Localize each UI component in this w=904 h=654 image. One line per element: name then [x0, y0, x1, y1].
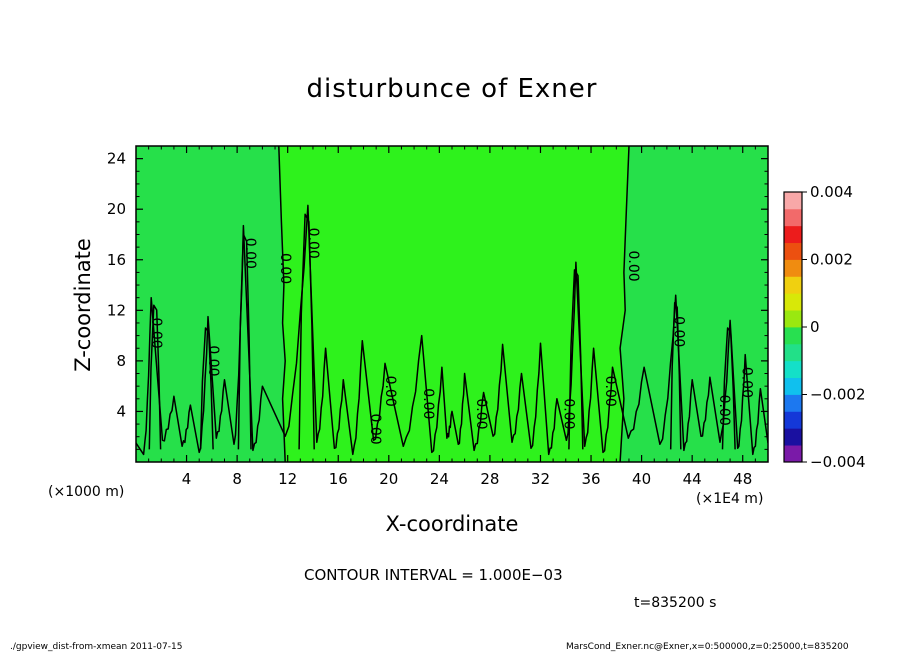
- x-tick-label: 12: [278, 470, 297, 488]
- colorbar-segment: [784, 242, 802, 260]
- x-tick-label: 36: [581, 470, 600, 488]
- x-tick-label: 40: [632, 470, 651, 488]
- contour-label: 0.00: [205, 345, 221, 376]
- chart-title: disturbunce of Exner: [306, 74, 598, 104]
- colorbar-tick-label: −0.002: [810, 386, 866, 404]
- contour-line-ridge-0: [148, 304, 162, 450]
- x-axis-unit: (×1000 m): [48, 484, 125, 500]
- x-tick-label: 24: [430, 470, 449, 488]
- colorbar-tick-label: 0.002: [810, 251, 853, 269]
- footer-script-info: ./gpview_dist-from-xmean 2011-07-15: [10, 642, 183, 652]
- colorbar-segment: [784, 377, 802, 395]
- colorbar-tick-label: −0.004: [810, 453, 866, 471]
- colorbar-segment: [784, 276, 802, 294]
- y-tick-label: 8: [116, 352, 126, 370]
- contour-label: 0.00: [382, 376, 398, 407]
- contour-label: 0.00: [277, 253, 293, 284]
- contour-line-ridge-3: [298, 213, 315, 450]
- x-axis-label: X-coordinate: [385, 512, 519, 536]
- y-tick-label: 4: [116, 402, 126, 420]
- colorbar-segment: [784, 327, 802, 345]
- contour-label: 0.00: [560, 398, 576, 429]
- contour-label: 0.00: [242, 238, 258, 269]
- contour-line-ridge-2: [237, 233, 252, 450]
- contour-label: 0.00: [148, 318, 164, 349]
- contour-label: 0.00: [602, 376, 618, 407]
- x-tick-label: 16: [329, 470, 348, 488]
- colorbar-segment: [784, 428, 802, 446]
- y-tick-label: 24: [107, 150, 126, 168]
- contour-label: 0.00: [625, 250, 641, 281]
- contour-label: 0.00: [473, 398, 489, 429]
- colorbar-segment: [784, 192, 802, 210]
- contour-labels: 0.00 0.00 0.00 0.00 0.00 0.00 0.00 0.00 0.00 0.00…: [148, 228, 754, 445]
- x-tick-label: 28: [480, 470, 499, 488]
- contour-label: 0.00: [739, 367, 755, 398]
- time-label: t=835200 s: [634, 595, 717, 611]
- colorbar-segment: [784, 259, 802, 277]
- x-axis: 4 8 12 16 20 24 28 32 36 40 44 48: [148, 146, 756, 488]
- x-tick-label: 48: [733, 470, 752, 488]
- x-tick-label: 32: [531, 470, 550, 488]
- y-tick-label: 20: [107, 200, 126, 218]
- contour-label: 0.00: [716, 395, 732, 426]
- contour-label: 0.00: [367, 414, 383, 445]
- colorbar-tick-label: 0.004: [810, 183, 853, 201]
- x-tick-label: 44: [683, 470, 702, 488]
- contour-line-ridge-5: [669, 301, 682, 450]
- x-tick-label: 20: [379, 470, 398, 488]
- y-tick-label: 12: [107, 301, 126, 319]
- colorbar-segment: [784, 360, 802, 379]
- footer-file-info: MarsCond_Exner.nc@Exner,x=0:500000,z=0:2…: [566, 642, 849, 652]
- contour-line-ridge-4: [568, 269, 584, 450]
- contour-lines: [136, 146, 768, 462]
- contour-label: 0.00: [305, 228, 321, 259]
- zero-contour-line-1: [619, 146, 630, 462]
- colorbar-segment: [784, 445, 802, 463]
- colorbar-segment: [784, 208, 802, 227]
- contour-line-ridge-6: [721, 327, 736, 450]
- x-tick-label: 4: [182, 470, 192, 488]
- y-tick-label: 16: [107, 251, 126, 269]
- contour-label: 0.00: [670, 316, 686, 347]
- y-axis: 4 8 12 16 20 24: [107, 150, 768, 450]
- colorbar-segment: [784, 343, 802, 362]
- colorbar-segment: [784, 225, 802, 244]
- contour-interval: CONTOUR INTERVAL = 1.000E−03: [304, 566, 563, 584]
- x-tick-label: 8: [232, 470, 242, 488]
- colorbar-segment: [784, 310, 802, 328]
- colorbar-segment: [784, 411, 802, 429]
- contour-label: 0.00: [420, 388, 436, 419]
- colorbar: 0.004 0.002 0 −0.002 −0.004: [783, 183, 866, 471]
- x-axis-scale: (×1E4 m): [696, 491, 764, 507]
- colorbar-segment: [784, 293, 802, 311]
- y-axis-label: Z-coordinate: [71, 238, 95, 372]
- colorbar-tick-label: 0: [810, 318, 820, 336]
- zero-contour-line-0: [278, 146, 286, 462]
- contour-line-ridge-1: [199, 327, 214, 450]
- plot-area: [136, 146, 768, 462]
- colorbar-segment: [784, 394, 802, 412]
